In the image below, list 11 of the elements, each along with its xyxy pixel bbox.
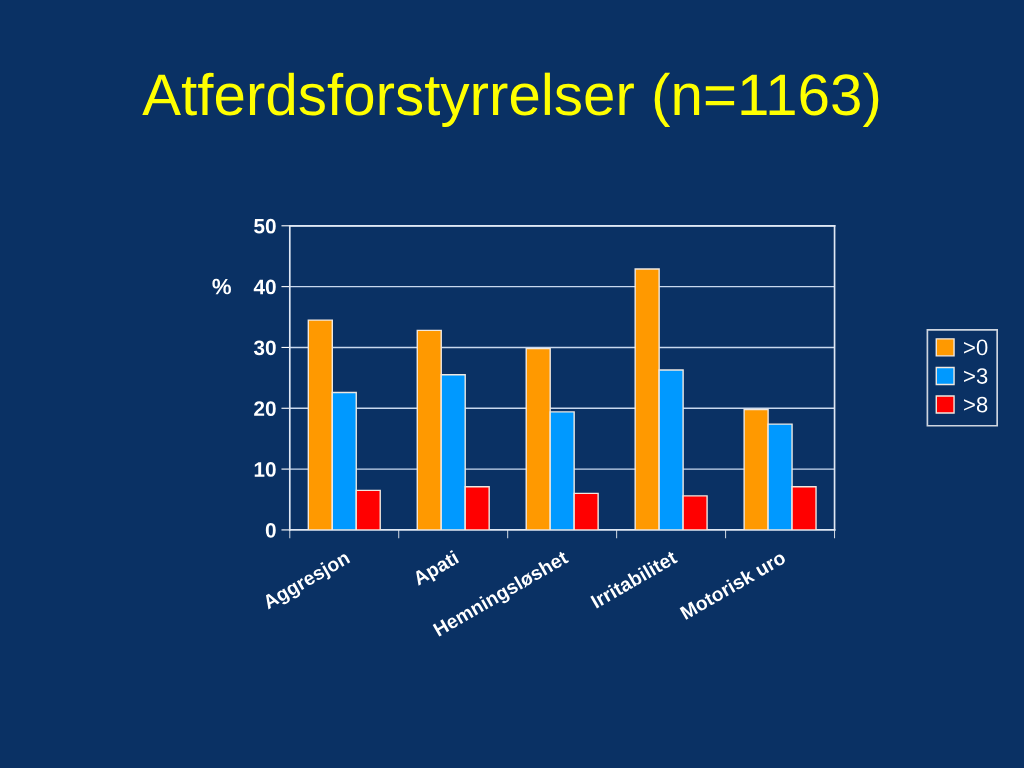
chart-title: Atferdsforstyrrelser (n=1163)	[142, 72, 879, 128]
y-axis-title: %	[212, 278, 231, 295]
legend-label: >8	[964, 396, 988, 413]
y-tick-label: 30	[253, 340, 276, 356]
y-tick-label: 10	[254, 462, 276, 477]
y-tick-label: 50	[254, 218, 276, 234]
y-tick-label: 40	[253, 279, 276, 295]
legend-label: >0	[964, 339, 988, 356]
y-tick-label: 0	[265, 522, 276, 538]
y-tick-label: 20	[254, 401, 276, 417]
legend-label: >3	[964, 368, 988, 384]
